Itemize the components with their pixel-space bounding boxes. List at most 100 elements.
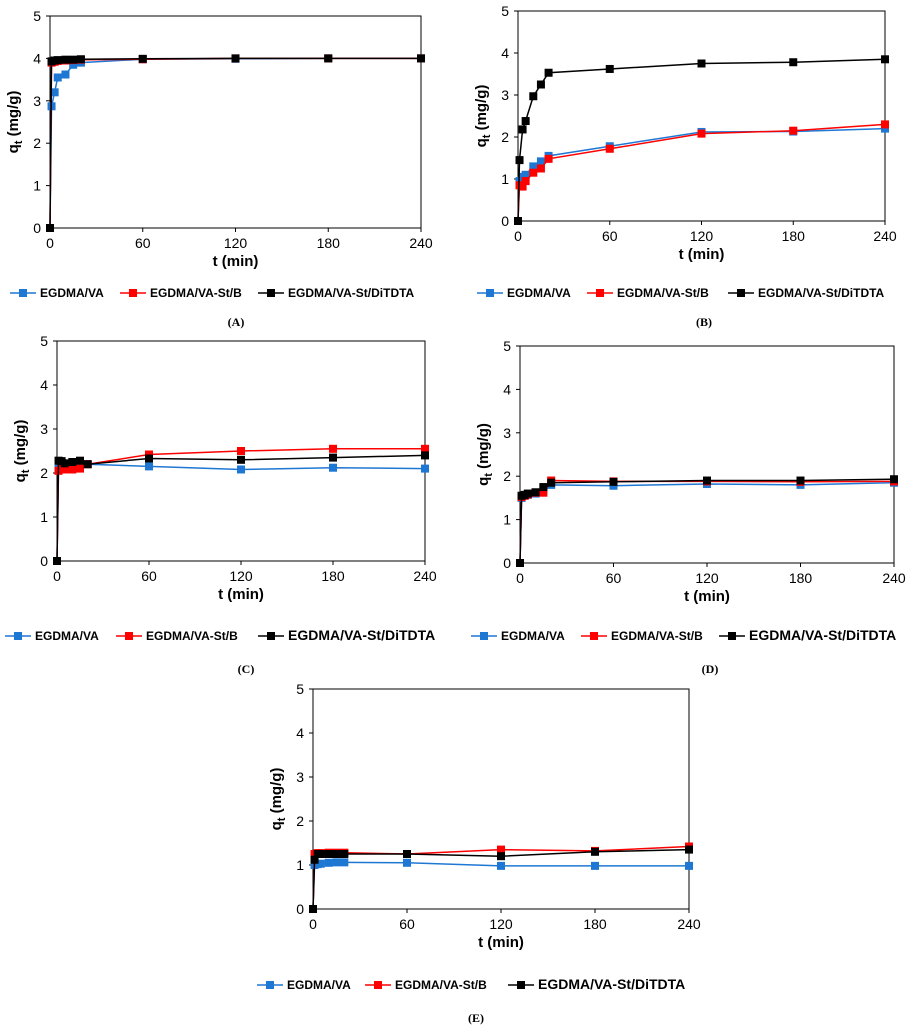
data-point [421,464,429,473]
data-point [421,444,429,453]
legend-swatch-marker [267,632,275,640]
data-point [231,54,240,63]
legend-label: EGDMA/VA [40,286,104,300]
x-tick-label: 180 [317,235,341,251]
data-point [310,855,319,864]
y-tick-label: 3 [40,421,48,437]
series-egdma-va [53,460,429,565]
data-point [332,858,341,867]
data-point [46,224,54,232]
legend-label: EGDMA/VA-St/B [617,286,709,300]
y-axis-title-main: q [475,477,492,486]
data-point [309,905,317,913]
legend-item: EGDMA/VA-St/B [581,629,703,643]
data-point [237,455,245,464]
chart-panel-e: 0 1 2 3 4 5 0 60 120 180 240 t (min) qt (mg/g) EGDMA/… [257,681,701,1025]
legend-swatch-marker [517,981,525,989]
data-point [547,478,556,487]
y-tick-label: 0 [40,553,48,569]
x-tick-label: 0 [516,570,524,586]
legend: EGDMA/VA EGDMA/VA-St/B EGDMA/VA-St/DiTDTA [257,976,685,992]
data-point [536,157,545,166]
y-tick-label: 2 [503,468,511,484]
legend: EGDMA/VA EGDMA/VA-St/B EGDMA/VA-St/DiTDTA [5,627,435,643]
data-point [544,154,553,163]
data-point [536,80,545,89]
legend-swatch-marker [737,289,745,297]
legend-item: EGDMA/VA [10,286,104,300]
legend-item: EGDMA/VA-St/DiTDTA [258,286,415,300]
data-point [605,144,614,153]
x-tick-label: 120 [489,916,513,932]
x-tick-label: 240 [409,235,433,251]
legend-swatch-marker [19,289,27,297]
y-tick-label: 1 [501,171,509,187]
data-point [332,850,341,858]
data-point [881,55,889,64]
y-axis-title-subscript: t [13,140,25,144]
y-axis-title-main: q [12,473,29,482]
data-point [329,453,337,462]
panel-label: (C) [238,662,255,676]
data-point [518,125,527,134]
chart-panel-c: 0 1 2 3 4 5 0 60 120 180 240 t (min) qt (mg/g) EGDMA/… [5,333,437,676]
y-axis-title-unit: (mg/g) [475,423,492,473]
legend: EGDMA/VA EGDMA/VA-St/B EGDMA/VA-St/DiTDTA [10,286,415,300]
data-point [497,861,505,870]
y-tick-label: 4 [503,381,511,397]
panel-label: (D) [702,662,719,676]
data-point [703,476,711,485]
x-tick-label: 120 [224,235,248,251]
series-egdma-va-st-b [46,54,425,232]
series-line [517,58,886,222]
legend-item: EGDMA/VA-St/DiTDTA [508,976,685,992]
data-point [521,170,530,179]
legend-item: EGDMA/VA-St/DiTDTA [728,286,885,300]
data-point [609,477,618,486]
legend-item: EGDMA/VA-St/B [587,286,709,300]
x-tick-label: 180 [789,570,813,586]
data-point [417,54,425,63]
series-line [517,127,886,222]
data-point [531,488,540,497]
data-point [685,845,693,854]
data-point [539,483,548,492]
x-tick-label: 0 [514,228,522,244]
legend: EGDMA/VA EGDMA/VA-St/B EGDMA/VA-St/DiTDTA [471,627,896,643]
y-tick-label: 2 [296,813,304,829]
data-point [68,465,77,474]
data-point [76,456,84,465]
legend-swatch-marker [728,632,736,640]
data-point [61,70,70,79]
x-tick-label: 180 [321,568,345,584]
data-point [340,850,349,858]
series-line [49,57,421,229]
x-tick-label: 240 [413,568,437,584]
y-tick-label: 1 [40,509,48,525]
x-axis-title: t (min) [213,253,259,270]
data-point [237,465,245,474]
legend-swatch-marker [590,632,598,640]
y-tick-label: 5 [503,338,511,354]
legend-item: EGDMA/VA [5,629,99,643]
y-tick-label: 4 [40,377,48,393]
y-axis-title-subscript: t [481,134,493,138]
data-point [329,463,337,472]
data-point [145,462,153,471]
series-line [519,479,895,564]
data-point [76,464,84,473]
data-point [497,845,505,854]
x-tick-label: 0 [53,568,61,584]
data-point [890,475,898,484]
panel-label: (B) [696,315,712,329]
x-tick-label: 0 [46,235,54,251]
x-tick-label: 120 [695,570,719,586]
legend-swatch-marker [129,289,137,297]
y-axis-title: qt (mg/g) [473,85,493,148]
y-tick-label: 3 [296,769,304,785]
legend-swatch-marker [486,289,494,297]
legend-item: EGDMA/VA-St/B [116,629,238,643]
data-point [591,847,599,856]
y-tick-label: 3 [33,93,41,109]
y-axis-title-unit: (mg/g) [12,420,29,470]
